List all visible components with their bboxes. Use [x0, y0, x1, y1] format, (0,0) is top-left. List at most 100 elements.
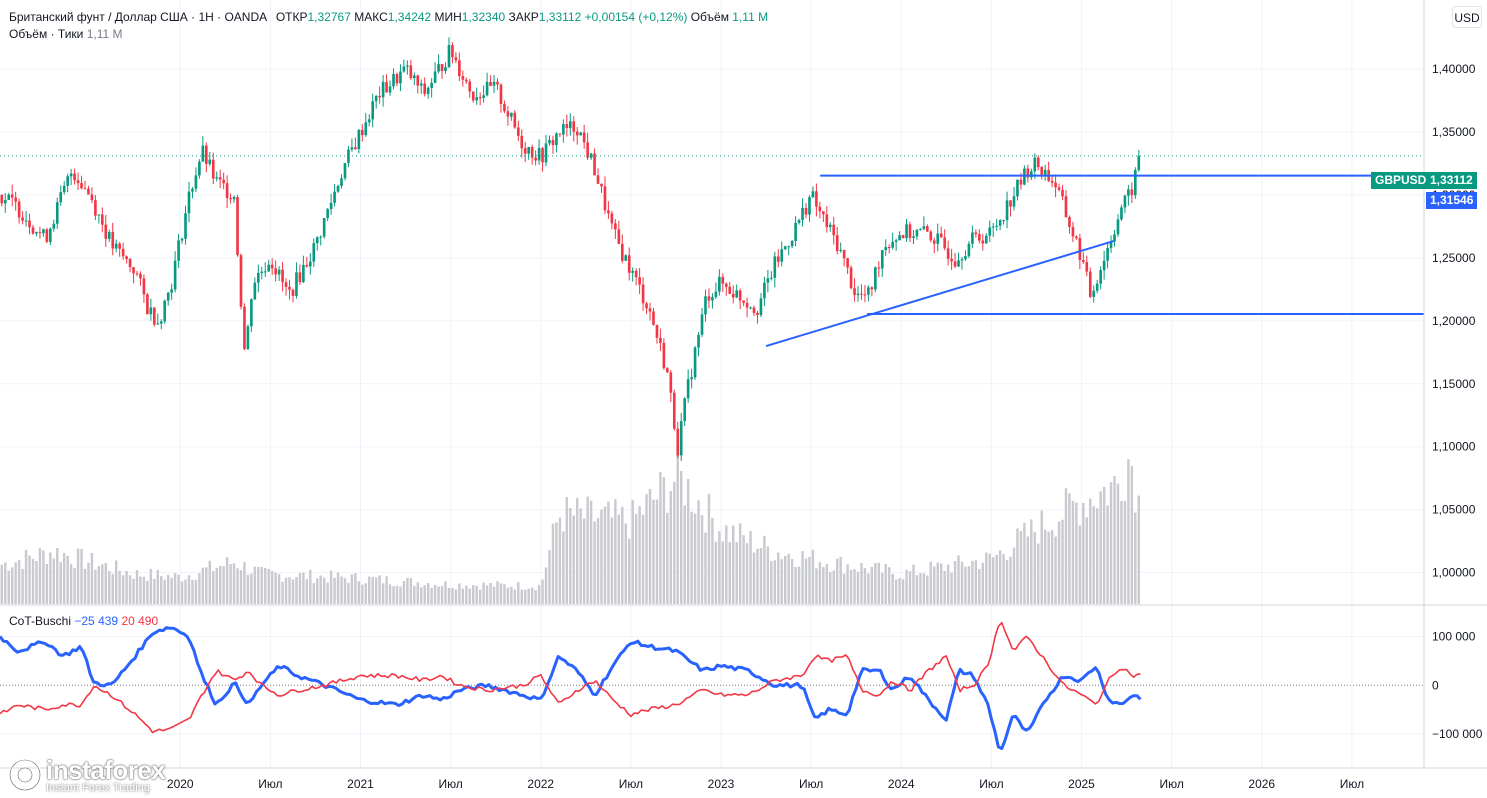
candle — [458, 52, 461, 82]
candle — [1102, 250, 1106, 280]
volume-bar — [385, 576, 388, 604]
candle — [849, 265, 853, 290]
volume-bar — [780, 559, 783, 604]
volume-bar — [1078, 525, 1082, 604]
candle-body — [395, 74, 399, 84]
candle-body — [360, 129, 364, 136]
candle — [922, 216, 926, 231]
candle — [121, 242, 125, 260]
volume-bar — [264, 567, 267, 604]
volume-bar — [253, 566, 257, 604]
candle-body — [295, 272, 298, 296]
volume-bar — [125, 570, 128, 604]
volume-bar — [97, 565, 101, 604]
volume-bar — [180, 581, 184, 604]
volume-bar — [704, 532, 707, 604]
candle — [735, 284, 738, 299]
candle-body — [991, 226, 995, 228]
volume-bar — [69, 564, 73, 604]
candle — [749, 306, 752, 310]
candle — [1002, 219, 1005, 225]
candle — [191, 186, 194, 199]
time-tick-label: 2022 — [527, 777, 554, 791]
volume-bar — [94, 569, 97, 604]
candle-body — [520, 135, 524, 149]
candle-body — [846, 258, 849, 268]
candle — [274, 260, 277, 282]
candle-body — [49, 228, 52, 242]
volume-bar — [232, 563, 236, 604]
volume-bar — [1102, 486, 1106, 604]
candle — [721, 273, 725, 293]
candle — [437, 54, 440, 74]
candle-body — [232, 196, 236, 200]
candle — [1016, 179, 1019, 201]
symbol-price-tag: GBPUSD — [1371, 172, 1431, 189]
candle — [593, 148, 596, 176]
volume-bar — [236, 568, 239, 604]
candle — [863, 285, 867, 303]
volume-indicator-legend[interactable]: Объём · Тики 1,11 M — [9, 27, 123, 41]
candle — [409, 59, 413, 80]
candle-body — [655, 324, 659, 338]
candle — [655, 324, 659, 344]
volume-bar — [621, 506, 624, 604]
candle-body — [35, 232, 38, 234]
candle-body — [558, 133, 562, 135]
candle — [957, 252, 960, 268]
volume-bar — [420, 587, 423, 604]
candle-body — [1127, 189, 1130, 196]
candle-body — [669, 372, 673, 393]
volume-bar — [953, 560, 957, 604]
candle — [964, 250, 967, 261]
volume-bar — [1002, 553, 1005, 604]
candle — [475, 87, 479, 105]
candle-body — [877, 267, 881, 269]
candle-body — [104, 224, 108, 239]
candle — [364, 113, 368, 137]
volume-bar — [309, 569, 312, 604]
candle — [62, 181, 66, 195]
volume-bar — [946, 564, 950, 604]
candle — [267, 259, 271, 273]
volume-bar — [988, 553, 991, 604]
volume-bar — [610, 517, 614, 604]
candle — [967, 241, 971, 259]
candle — [794, 216, 797, 247]
candle-body — [541, 148, 544, 163]
candle — [371, 93, 375, 128]
candle — [697, 332, 700, 357]
candle — [1137, 149, 1141, 172]
candle-body — [960, 259, 964, 261]
volume-bar — [492, 586, 496, 604]
candle — [485, 72, 489, 97]
candle — [607, 201, 610, 219]
currency-button[interactable]: USD — [1452, 6, 1482, 28]
candle-body — [1130, 189, 1134, 196]
volume-bar — [284, 577, 288, 604]
candle — [250, 298, 253, 333]
volume-bar — [101, 564, 104, 604]
cot-legend[interactable]: CoT-Buschi −25 439 20 490 — [9, 614, 158, 628]
volume-bar — [884, 564, 887, 604]
candle-body — [302, 264, 305, 283]
candle-body — [1057, 187, 1061, 190]
candle — [548, 135, 551, 146]
candle — [69, 168, 73, 185]
candle — [87, 185, 90, 195]
volume-bar — [939, 563, 943, 604]
volume-bar — [908, 571, 912, 604]
candle-body — [867, 287, 870, 295]
volume-bar — [912, 564, 915, 604]
candle — [516, 120, 520, 142]
volume-bar — [201, 567, 205, 604]
drawings[interactable] — [0, 155, 1424, 347]
volume-bar — [933, 566, 936, 604]
candle — [534, 150, 537, 166]
candle-body — [1078, 238, 1082, 261]
volume-bar — [544, 567, 548, 604]
candle — [201, 136, 205, 162]
candle — [530, 144, 534, 165]
volume-bar — [451, 587, 454, 604]
